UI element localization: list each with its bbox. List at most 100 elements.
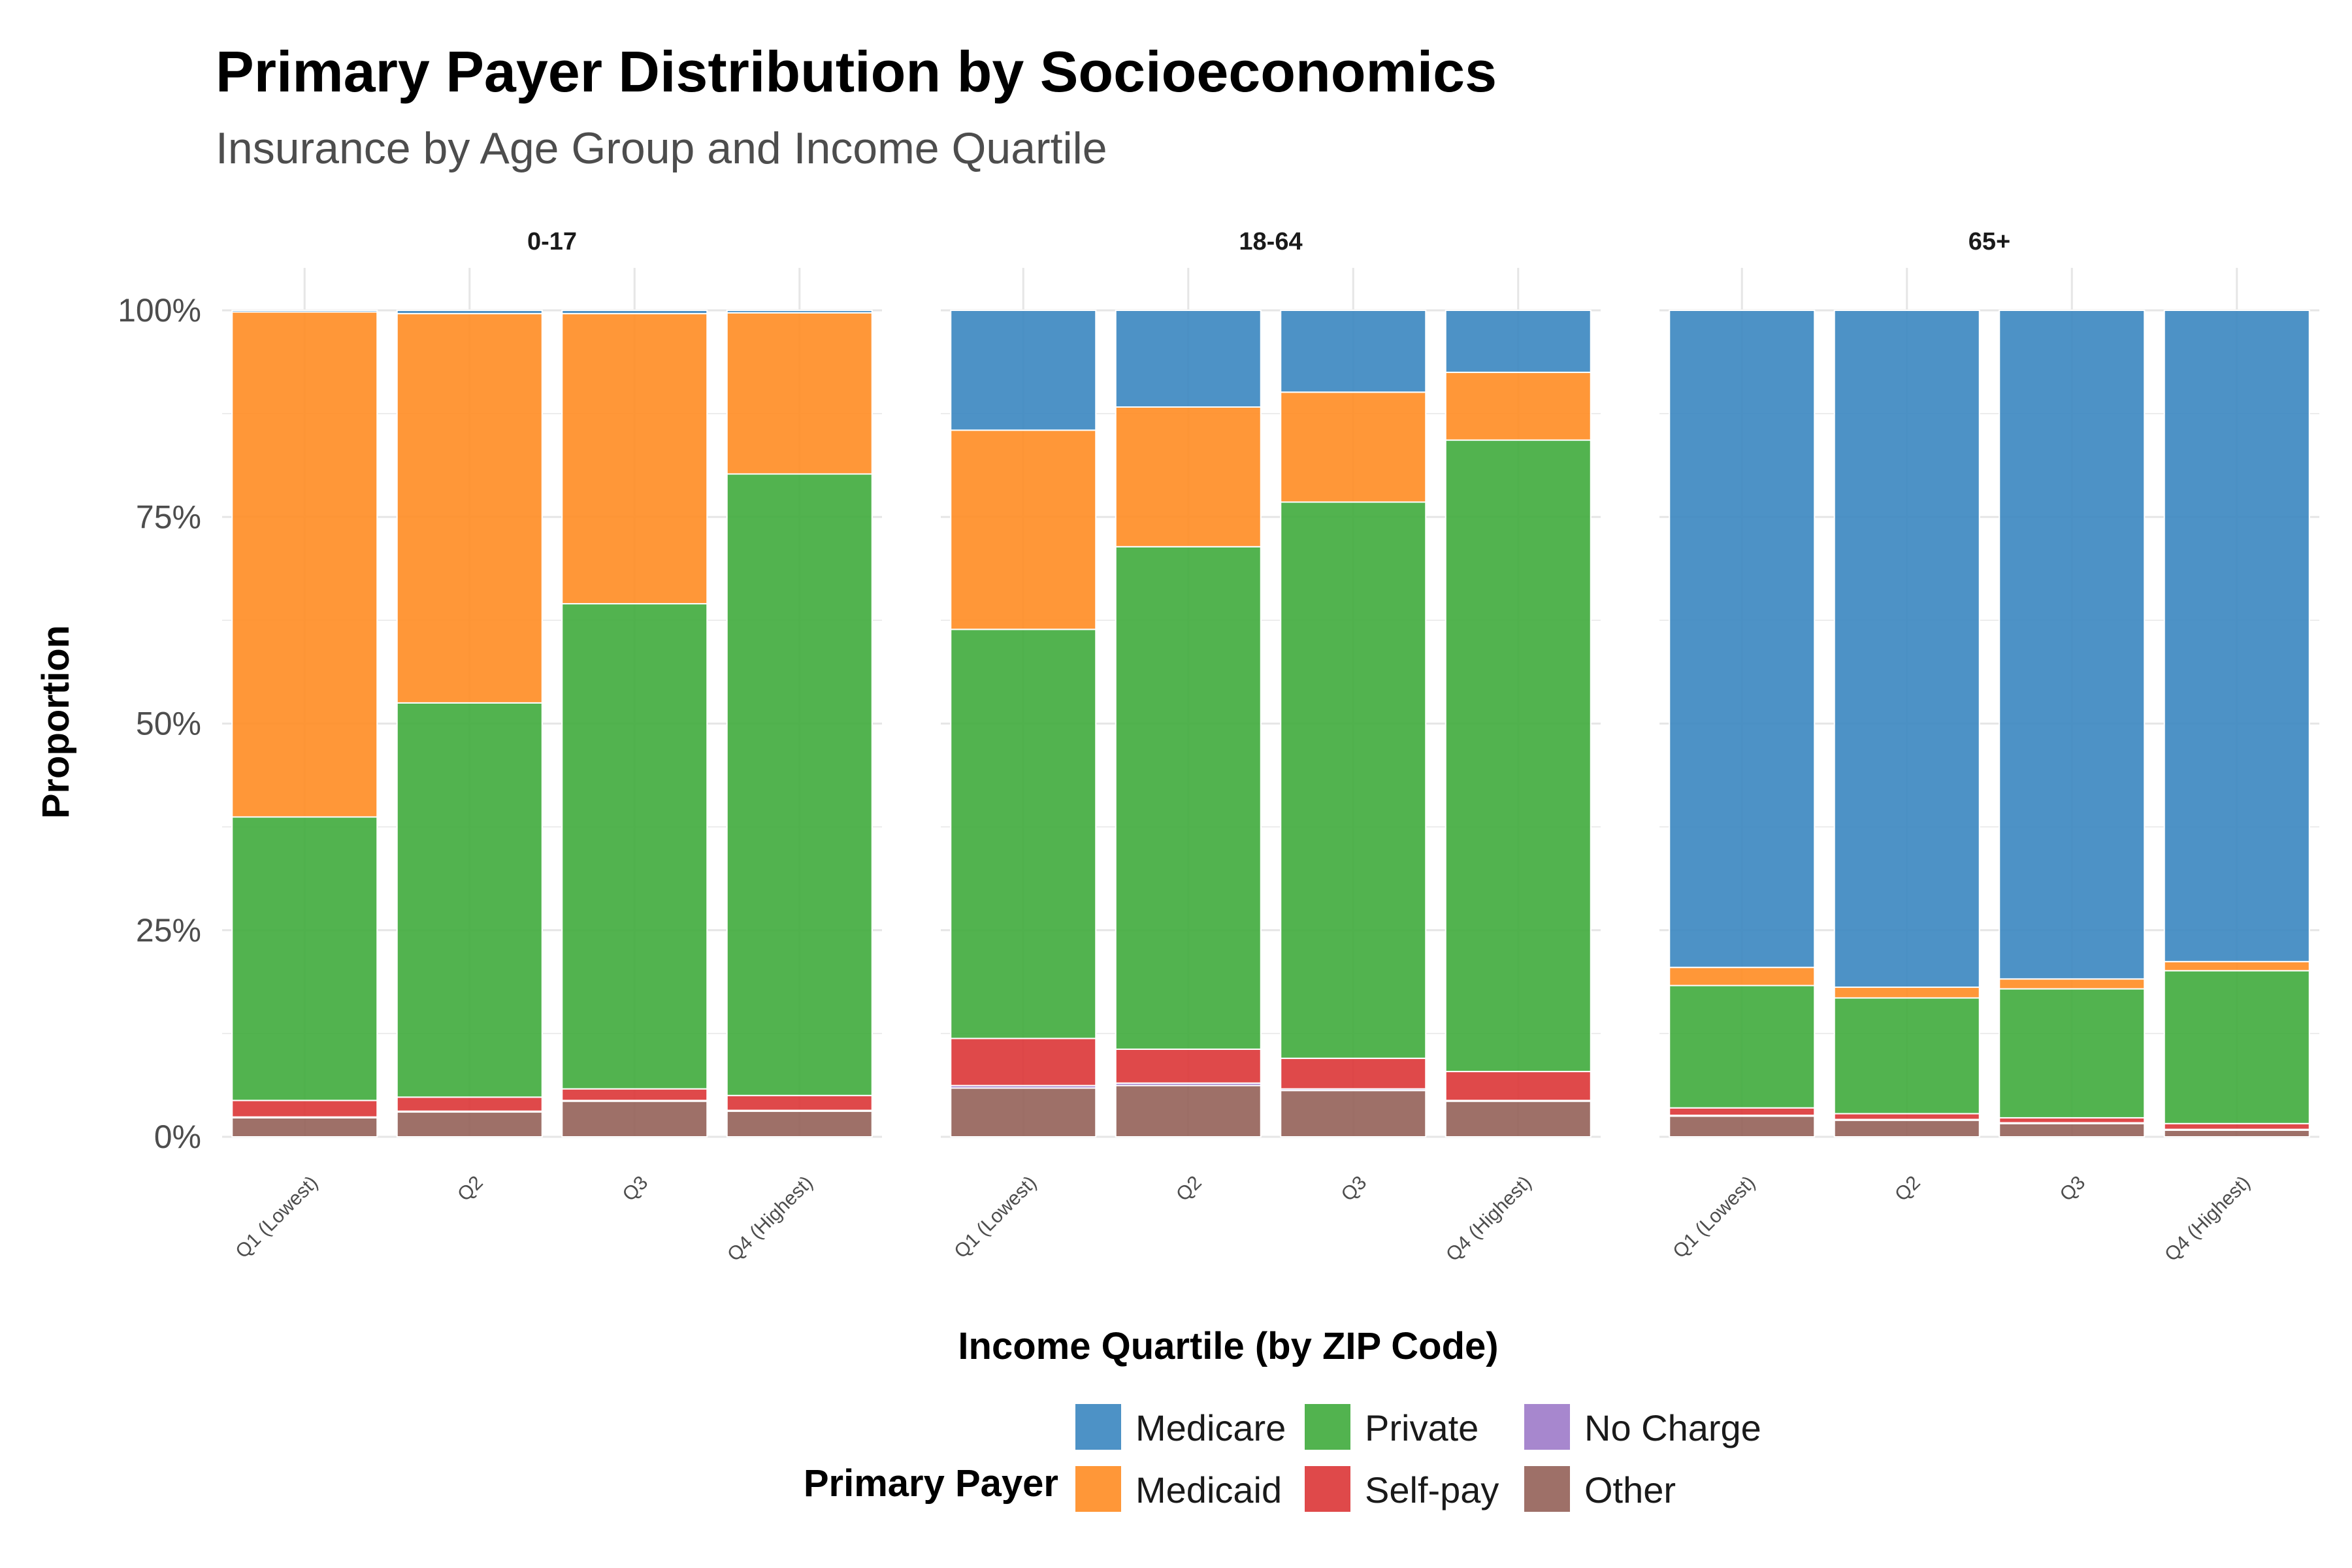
bar-segment-self-pay [231, 1100, 378, 1118]
legend-label-private: Private [1365, 1407, 1478, 1448]
bar-segment-private [950, 629, 1097, 1039]
legend-key-other [1524, 1466, 1570, 1512]
bar-segment-medicaid [1115, 406, 1262, 547]
bar-segment-medicaid [1669, 966, 1816, 987]
bar-segment-private [2163, 970, 2310, 1124]
bar-segment-other [1280, 1090, 1427, 1138]
bar-segment-medicaid [561, 313, 708, 605]
facet-panels: 0-17 Q1 (Lowest) Q2 Q3 Q4 (Highest) 18-64 Q1 (… [222, 228, 2319, 1266]
x-axis-title: Income Quartile (by ZIP Code) [958, 1325, 1498, 1367]
x-tick-label: Q1 (Lowest) [950, 1172, 1041, 1263]
x-tick-label: Q3 [619, 1172, 653, 1206]
bar-segment-self-pay [950, 1037, 1097, 1086]
bar-segment-other [1115, 1085, 1262, 1137]
bar-segment-private [231, 816, 378, 1102]
bar-segment-medicaid [2163, 960, 2310, 972]
legend-label-medicare: Medicare [1135, 1407, 1286, 1448]
bar-segment-self-pay [1669, 1107, 1816, 1117]
facet-label: 0-17 [527, 228, 577, 255]
bar-segment-private [1669, 985, 1816, 1109]
bar-segment-other [396, 1111, 543, 1138]
x-tick-label: Q4 (Highest) [2161, 1172, 2255, 1266]
y-tick-label: 75% [136, 498, 201, 535]
bar-segment-self-pay [726, 1094, 873, 1111]
bar-segment-medicare [2163, 310, 2310, 962]
facet-label: 18-64 [1239, 228, 1302, 255]
y-tick-label: 0% [154, 1119, 201, 1155]
bar-segment-medicaid [231, 311, 378, 818]
bar-segment-private [396, 702, 543, 1098]
bar-segment-medicare [1833, 310, 1980, 988]
x-tick-label: Q4 (Highest) [1442, 1172, 1536, 1266]
x-tick-label: Q3 [1337, 1172, 1371, 1206]
facet-label: 65+ [1968, 228, 2010, 255]
x-tick-label: Q3 [2056, 1172, 2090, 1206]
bar-segment-self-pay [1999, 1117, 2146, 1124]
x-tick-label: Q4 (Highest) [723, 1172, 817, 1266]
bar-segment-self-pay [396, 1096, 543, 1112]
bar-segment-other [1445, 1100, 1592, 1137]
bar-segment-self-pay [1445, 1071, 1592, 1102]
bar-segment-medicaid [726, 312, 873, 475]
bar-segment-medicaid [396, 313, 543, 704]
bar-segment-medicare [1669, 310, 1816, 968]
bar-segment-other [1999, 1122, 2146, 1138]
x-tick-label: Q2 [1891, 1172, 1925, 1206]
bar-segment-medicare [726, 310, 873, 314]
y-tick-label: 50% [136, 706, 201, 742]
chart-title: Primary Payer Distribution by Socioecono… [216, 39, 1497, 104]
bar-segment-medicare [231, 310, 378, 313]
bar-segment-self-pay [1115, 1048, 1262, 1084]
legend-key-medicaid [1075, 1466, 1121, 1512]
bar-segment-other [950, 1087, 1097, 1137]
y-tick-label: 100% [118, 292, 201, 329]
y-axis: 0% 25% 50% 75% 100% [118, 292, 201, 1155]
x-tick-label: Q2 [453, 1172, 487, 1206]
bar-segment-private [1999, 988, 2146, 1119]
x-tick-label: Q1 (Lowest) [231, 1172, 322, 1263]
legend-label-medicaid: Medicaid [1135, 1469, 1282, 1511]
bar-segment-private [561, 603, 708, 1090]
legend-label-other: Other [1584, 1469, 1676, 1511]
chart-subtitle: Insurance by Age Group and Income Quarti… [216, 123, 1107, 173]
bar-segment-other [231, 1117, 378, 1138]
legend: Primary Payer Medicare Medicaid Private Sel… [804, 1404, 1761, 1512]
panel-0-17: 0-17 Q1 (Lowest) Q2 Q3 Q4 (Highest) [222, 228, 882, 1266]
bar-segment-self-pay [1833, 1113, 1980, 1120]
legend-key-medicare [1075, 1404, 1121, 1450]
bar-segment-other [1669, 1115, 1816, 1137]
bar-segment-other [1833, 1119, 1980, 1137]
bar-segment-other [561, 1100, 708, 1137]
bar-segment-private [1115, 546, 1262, 1050]
bar-segment-private [1280, 501, 1427, 1059]
legend-key-self-pay [1305, 1466, 1350, 1512]
bar-segment-private [726, 473, 873, 1096]
bar-segment-medicaid [1999, 978, 2146, 990]
bar-segment-self-pay [561, 1088, 708, 1102]
bar-segment-medicare [950, 310, 1097, 431]
bar-segment-medicare [1999, 310, 2146, 980]
bar-segment-self-pay [2163, 1122, 2310, 1130]
bar-segment-medicare [396, 310, 543, 315]
bar-segment-medicare [1445, 310, 1592, 373]
bar-segment-medicaid [950, 429, 1097, 630]
bar-segment-medicare [561, 310, 708, 315]
bar-segment-private [1445, 439, 1592, 1073]
bar-segment-medicare [1280, 310, 1427, 393]
bar-segment-medicaid [1280, 391, 1427, 503]
panel-18-64: 18-64 Q1 (Lowest) Q2 Q3 Q4 (Highest) [941, 228, 1601, 1266]
x-tick-label: Q2 [1172, 1172, 1206, 1206]
bar-segment-private [1833, 997, 1980, 1115]
x-tick-label: Q1 (Lowest) [1669, 1172, 1759, 1263]
legend-label-self-pay: Self-pay [1365, 1469, 1499, 1511]
legend-key-private [1305, 1404, 1350, 1450]
bar-segment-self-pay [1280, 1057, 1427, 1090]
legend-title: Primary Payer [804, 1462, 1058, 1505]
y-tick-label: 25% [136, 912, 201, 949]
legend-key-no-charge [1524, 1404, 1570, 1450]
y-axis-title: Proportion [35, 625, 77, 819]
bar-segment-other [726, 1110, 873, 1138]
legend-label-no-charge: No Charge [1584, 1407, 1761, 1448]
panel-65: 65+ Q1 (Lowest) Q2 Q3 Q4 (Highest) [1659, 228, 2319, 1266]
